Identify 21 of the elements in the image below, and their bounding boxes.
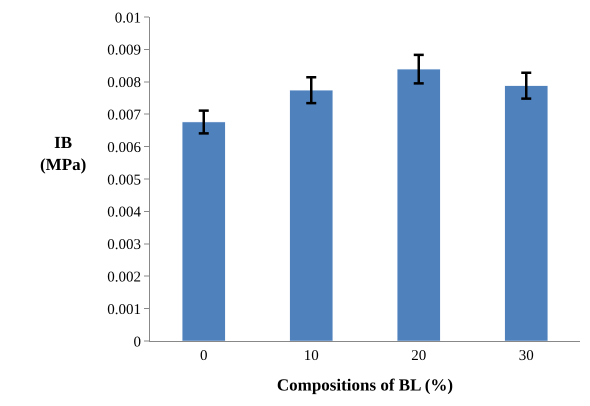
y-tick-label: 0.002 — [107, 269, 141, 286]
x-tick-label: 10 — [304, 348, 319, 364]
y-tick-label: 0.008 — [107, 75, 141, 92]
x-tick-label: 30 — [518, 348, 534, 364]
x-tick-label: 0 — [200, 348, 208, 364]
y-tick-label: 0.007 — [107, 107, 142, 124]
y-tick-label: 0.003 — [107, 237, 141, 254]
y-tick-label: 0.006 — [107, 140, 142, 156]
y-tick-label: 0 — [134, 334, 141, 350]
x-tick-label: 20 — [411, 348, 426, 364]
x-axis-title: Compositions of BL (%) — [276, 375, 454, 394]
y-tick-label: 0.009 — [107, 42, 141, 59]
y-tick-label: 0.01 — [114, 10, 141, 26]
y-axis-title: IB (MPa) — [40, 133, 86, 174]
bar — [290, 90, 333, 341]
y-tick-label: 0.004 — [107, 204, 142, 221]
y-tick-label: 0.005 — [107, 172, 141, 188]
bar — [397, 68, 440, 341]
bar — [504, 85, 548, 341]
y-tick-label: 0.001 — [107, 302, 141, 318]
bar — [182, 122, 226, 341]
